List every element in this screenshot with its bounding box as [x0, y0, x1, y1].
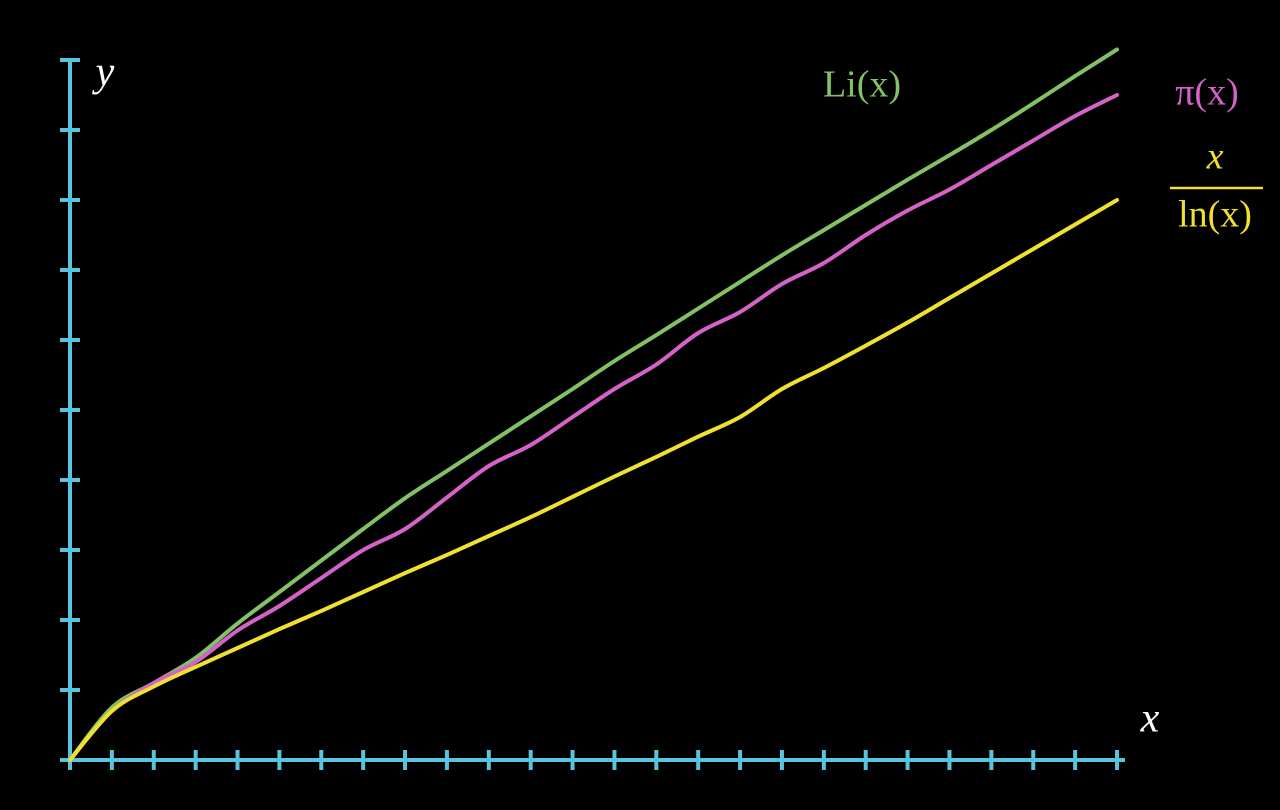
- x-axis-label: x: [1140, 696, 1160, 742]
- y-axis-label: y: [92, 50, 115, 96]
- series-label-denominator: ln(x): [1178, 194, 1252, 236]
- series-line: [68, 93, 1119, 762]
- series-line: [68, 47, 1119, 762]
- series-label: π(x): [1175, 72, 1239, 114]
- series-label-numerator: x: [1206, 136, 1224, 178]
- series-line: [68, 198, 1119, 762]
- series-label: Li(x): [823, 64, 901, 106]
